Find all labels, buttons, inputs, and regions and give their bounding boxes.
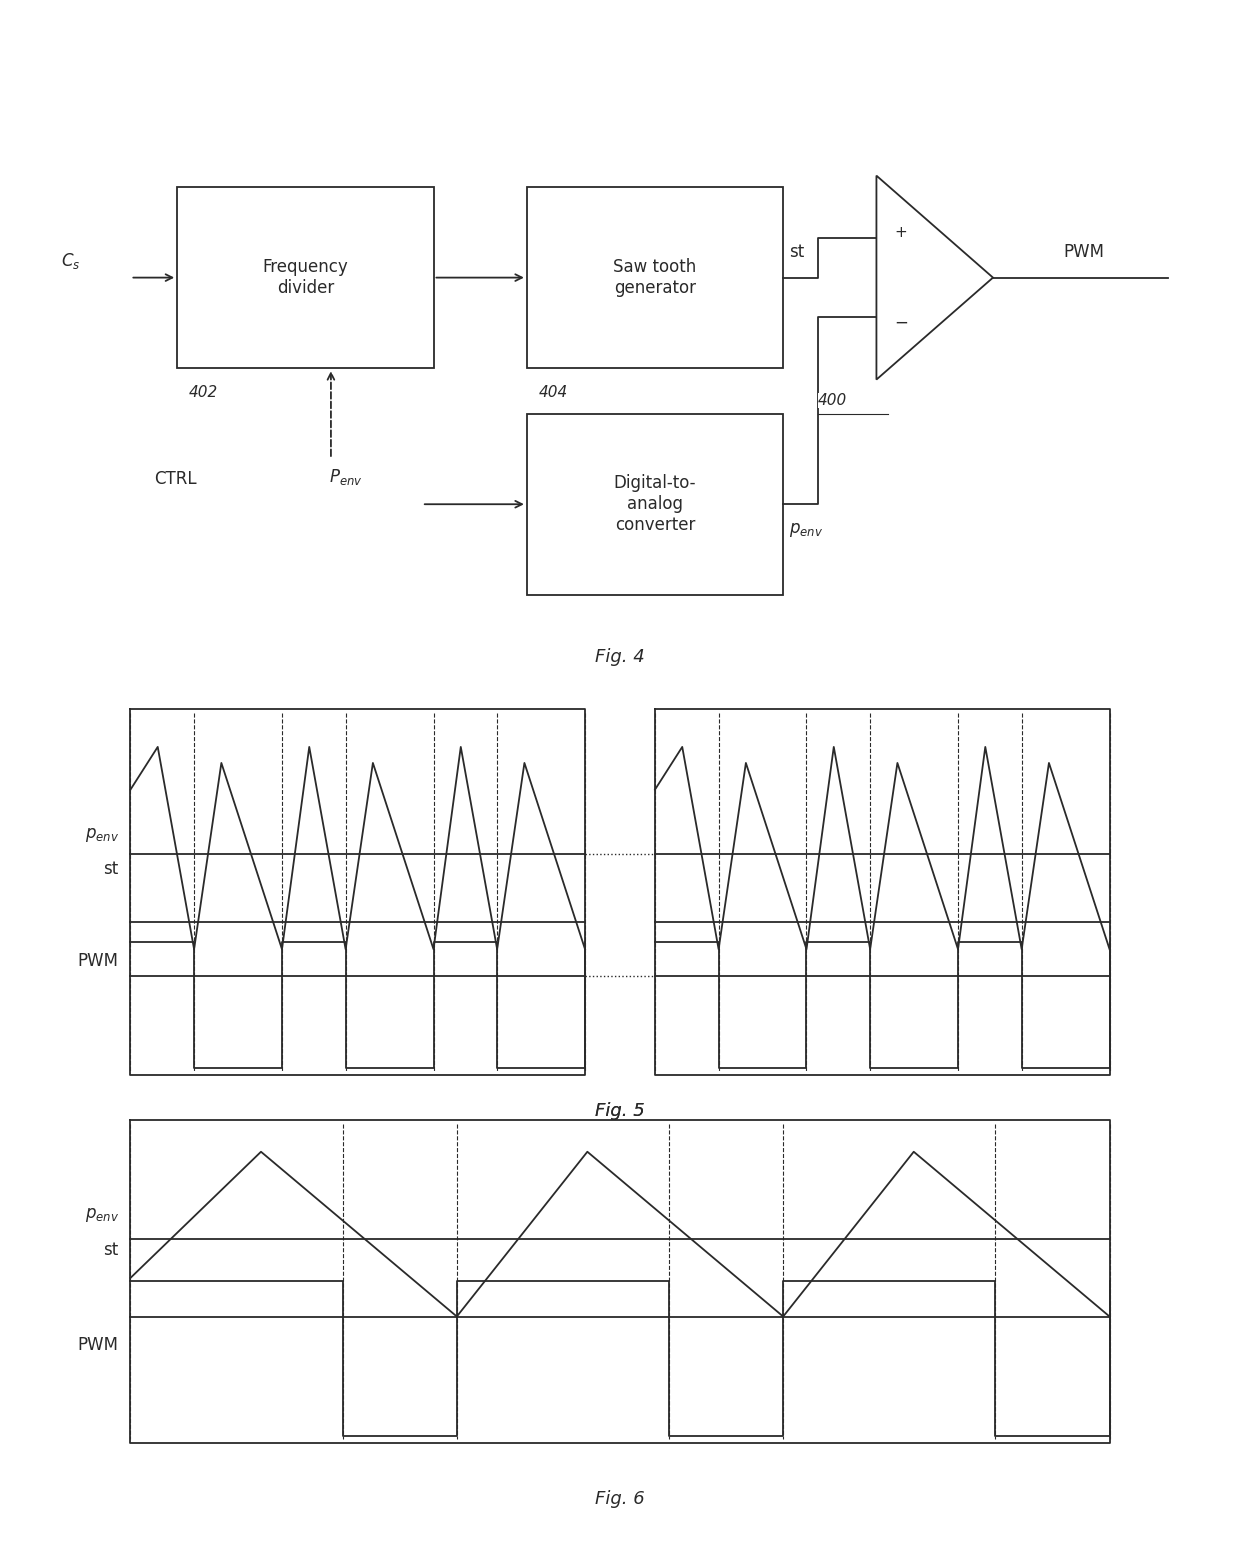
Text: Fig. 5: Fig. 5 xyxy=(595,1102,645,1120)
Text: Fig. 4: Fig. 4 xyxy=(595,648,645,667)
Text: st: st xyxy=(104,1240,119,1259)
Bar xyxy=(177,187,434,368)
Text: $p_{env}$: $p_{env}$ xyxy=(84,826,119,844)
Text: 400: 400 xyxy=(818,393,847,408)
Polygon shape xyxy=(877,176,993,380)
Text: 404: 404 xyxy=(538,385,568,400)
Text: Digital-to-
analog
converter: Digital-to- analog converter xyxy=(614,475,696,534)
Text: CTRL: CTRL xyxy=(154,471,196,488)
Text: PWM: PWM xyxy=(78,1335,119,1354)
Text: PWM: PWM xyxy=(1063,243,1104,260)
Text: $p_{env}$: $p_{env}$ xyxy=(84,1206,119,1225)
Text: +: + xyxy=(894,224,906,240)
Text: 402: 402 xyxy=(188,385,218,400)
Text: −: − xyxy=(894,313,908,332)
Text: $p_{env}$: $p_{env}$ xyxy=(789,522,823,539)
Text: st: st xyxy=(789,243,805,260)
Text: Frequency
divider: Frequency divider xyxy=(263,259,348,298)
Text: Saw tooth
generator: Saw tooth generator xyxy=(614,259,697,298)
Text: $C_s$: $C_s$ xyxy=(61,251,79,271)
Text: $P_{env}$: $P_{env}$ xyxy=(329,467,362,488)
Text: PWM: PWM xyxy=(78,952,119,969)
Bar xyxy=(527,187,784,368)
Text: Fig. 6: Fig. 6 xyxy=(595,1489,645,1508)
Text: st: st xyxy=(104,860,119,879)
Text: Fig. 5: Fig. 5 xyxy=(595,1102,645,1120)
Bar xyxy=(527,413,784,595)
